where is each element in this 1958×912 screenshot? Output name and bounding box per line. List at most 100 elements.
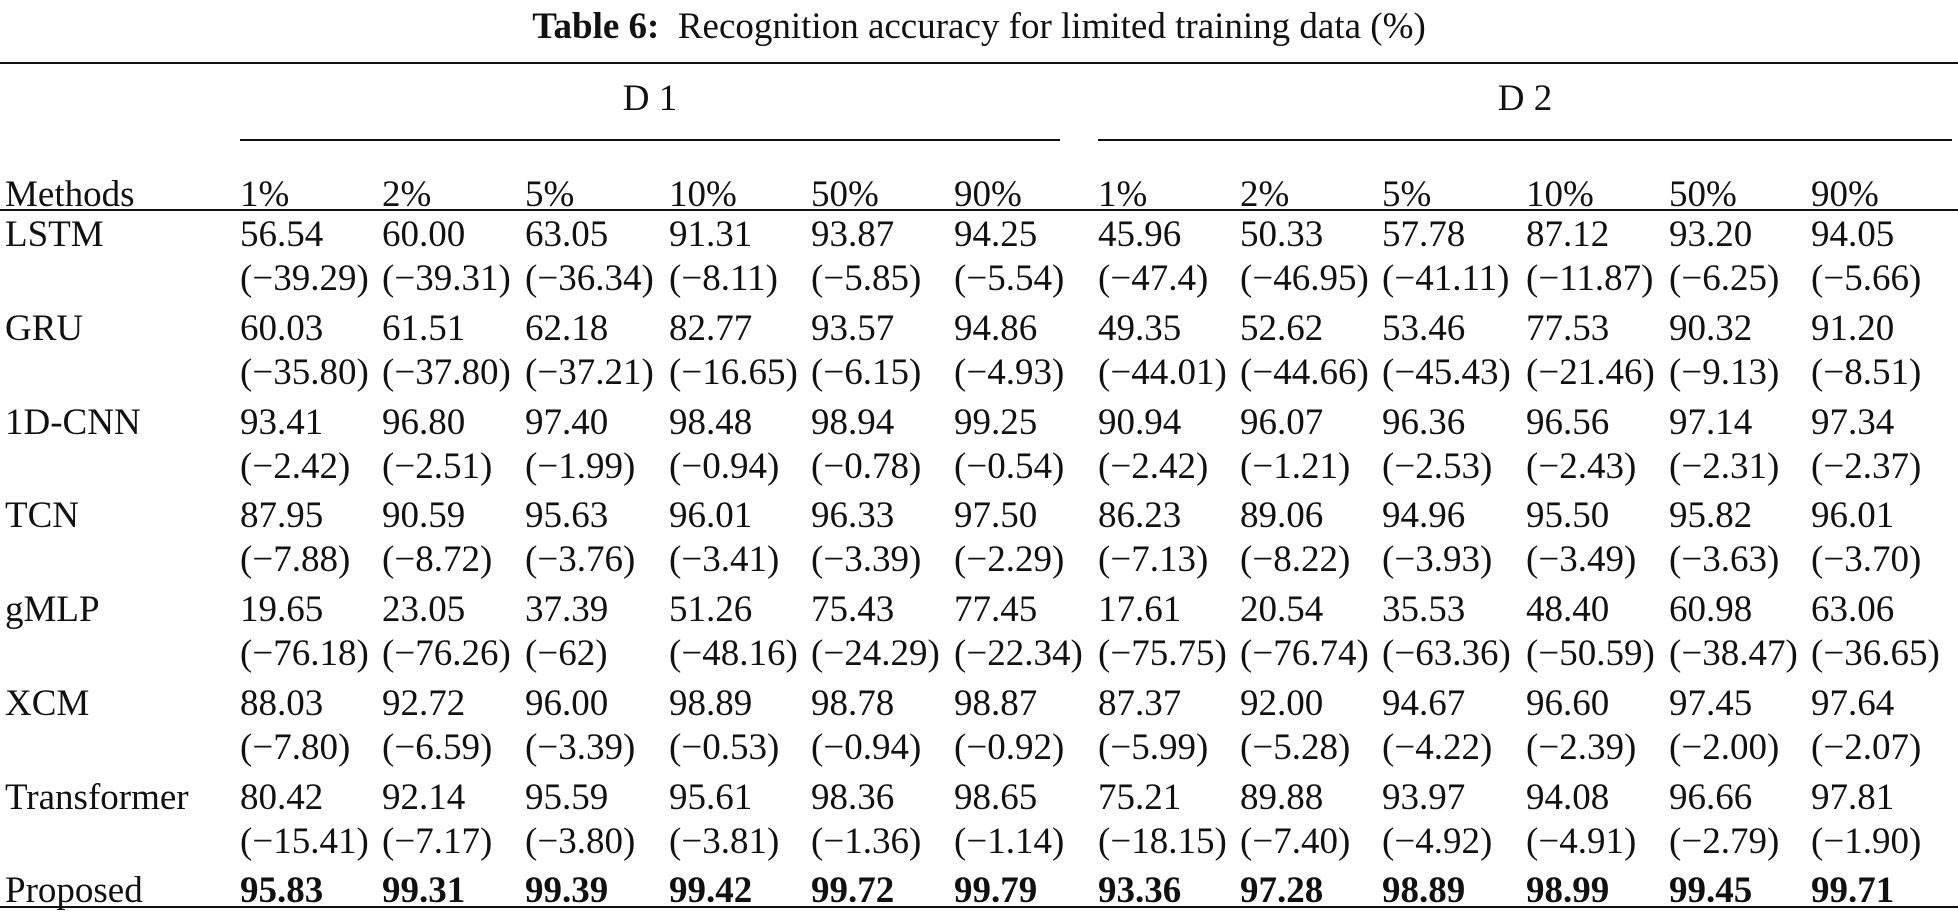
cell-diff: (−2.53) <box>1382 445 1493 487</box>
cell-value: 95.83 <box>240 870 324 912</box>
cell-value: 51.26 <box>669 589 753 630</box>
cell-diff: (−37.80) <box>382 351 511 393</box>
cell-diff: (−76.26) <box>382 633 511 674</box>
cell-value: 93.87 <box>811 214 895 255</box>
cell-diff: (−24.29) <box>811 633 940 674</box>
cell-diff: (−3.63) <box>1669 539 1780 581</box>
cell-diff: (−41.11) <box>1382 258 1510 299</box>
cell-value: 90.59 <box>382 495 466 537</box>
cell-value: 60.98 <box>1669 589 1753 630</box>
method-name: TCN <box>5 495 79 537</box>
cell-diff: (−2.79) <box>1669 820 1780 862</box>
column-header: 90% <box>954 174 1022 215</box>
cell-value: 94.05 <box>1811 214 1895 255</box>
cell-diff: (−62) <box>525 633 608 674</box>
cell-diff: (−4.91) <box>1526 820 1637 862</box>
cell-diff: (−7.80) <box>240 726 351 768</box>
cell-diff: (−1.99) <box>525 445 636 487</box>
cell-diff: (−3.39) <box>525 726 636 768</box>
cell-value: 92.14 <box>382 776 466 818</box>
cell-value: 77.45 <box>954 589 1038 630</box>
cell-value: 37.39 <box>525 589 609 630</box>
cell-diff: (−3.39) <box>811 539 922 581</box>
cell-diff: (−0.94) <box>669 445 780 487</box>
cell-diff: (−75.75) <box>1098 633 1227 674</box>
cell-diff: (−3.93) <box>1382 539 1493 581</box>
cell-value: 96.01 <box>669 495 753 537</box>
cell-value: 97.28 <box>1240 870 1324 912</box>
cell-diff: (−21.46) <box>1526 351 1655 393</box>
cell-diff: (−8.72) <box>382 539 493 581</box>
cell-value: 96.07 <box>1240 401 1324 443</box>
cell-value: 93.36 <box>1098 870 1182 912</box>
column-header: Methods <box>5 174 135 215</box>
cell-value: 57.78 <box>1382 214 1466 255</box>
cell-diff: (−2.42) <box>1098 445 1209 487</box>
cell-diff: (−8.11) <box>669 258 778 299</box>
cell-value: 98.89 <box>1382 870 1466 912</box>
method-name: XCM <box>5 682 90 724</box>
cell-diff: (−8.51) <box>1811 351 1922 393</box>
cell-value: 98.89 <box>669 682 753 724</box>
cell-value: 88.03 <box>240 682 324 724</box>
method-name: Transformer <box>5 776 189 818</box>
column-header: 50% <box>1669 174 1737 215</box>
caption: Table 6: Recognition accuracy for limite… <box>0 8 1958 45</box>
method-name: gMLP <box>5 589 100 630</box>
column-header: 1% <box>1098 174 1148 215</box>
cell-value: 23.05 <box>382 589 466 630</box>
cell-diff: (−48.16) <box>669 633 798 674</box>
cell-diff: (−5.99) <box>1098 726 1209 768</box>
cell-value: 99.79 <box>954 870 1038 912</box>
cell-value: 98.87 <box>954 682 1038 724</box>
group-rule <box>1098 139 1952 141</box>
cell-value: 96.00 <box>525 682 609 724</box>
cell-diff: (−22.34) <box>954 633 1083 674</box>
cell-diff: (−18.15) <box>1098 820 1227 862</box>
cell-diff: (−5.85) <box>811 258 922 299</box>
top-rule <box>0 62 1958 64</box>
cell-diff: (−44.66) <box>1240 351 1369 393</box>
cell-diff: (−4.22) <box>1382 726 1493 768</box>
cell-value: 35.53 <box>1382 589 1466 630</box>
cell-value: 91.20 <box>1811 307 1895 349</box>
cell-diff: (−0.94) <box>811 726 922 768</box>
cell-value: 20.54 <box>1240 589 1324 630</box>
cell-value: 53.46 <box>1382 307 1466 349</box>
cell-diff: (−2.00) <box>1669 726 1780 768</box>
cell-value: 91.31 <box>669 214 753 255</box>
cell-value: 63.05 <box>525 214 609 255</box>
cell-value: 87.95 <box>240 495 324 537</box>
cell-value: 60.03 <box>240 307 324 349</box>
cell-diff: (−44.01) <box>1098 351 1227 393</box>
cell-value: 80.42 <box>240 776 324 818</box>
cell-diff: (−3.80) <box>525 820 636 862</box>
cell-diff: (−45.43) <box>1382 351 1511 393</box>
cell-value: 94.67 <box>1382 682 1466 724</box>
cell-diff: (−2.29) <box>954 539 1065 581</box>
method-name: GRU <box>5 307 84 349</box>
cell-value: 96.60 <box>1526 682 1610 724</box>
cell-diff: (−8.22) <box>1240 539 1351 581</box>
cell-value: 82.77 <box>669 307 753 349</box>
cell-value: 98.36 <box>811 776 895 818</box>
cell-diff: (−1.21) <box>1240 445 1351 487</box>
cell-value: 90.32 <box>1669 307 1753 349</box>
cell-value: 96.01 <box>1811 495 1895 537</box>
cell-diff: (−5.54) <box>954 258 1065 299</box>
cell-value: 89.88 <box>1240 776 1324 818</box>
method-name: Proposed <box>5 870 143 912</box>
column-header: 10% <box>1526 174 1594 215</box>
cell-diff: (−2.07) <box>1811 726 1922 768</box>
cell-value: 96.36 <box>1382 401 1466 443</box>
cell-value: 98.78 <box>811 682 895 724</box>
cell-value: 45.96 <box>1098 214 1182 255</box>
cell-value: 95.59 <box>525 776 609 818</box>
cell-value: 97.45 <box>1669 682 1753 724</box>
cell-diff: (−37.21) <box>525 351 654 393</box>
cell-value: 93.41 <box>240 401 324 443</box>
cell-value: 61.51 <box>382 307 466 349</box>
cell-value: 93.20 <box>1669 214 1753 255</box>
cell-value: 89.06 <box>1240 495 1324 537</box>
